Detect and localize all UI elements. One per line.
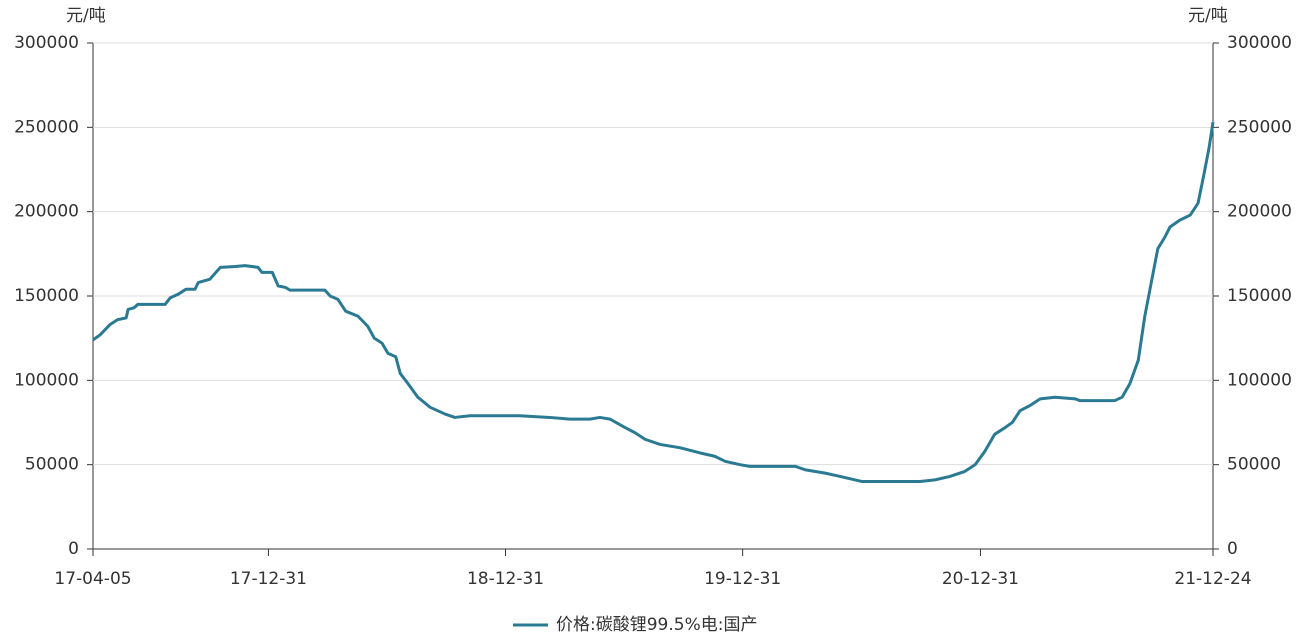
- y2-axis-label: 元/吨: [1188, 6, 1228, 26]
- y2-tick-label: 100000: [1227, 370, 1292, 390]
- y-tick-label: 250000: [14, 117, 79, 137]
- legend-label: 价格:碳酸锂99.5%电:国产: [556, 615, 757, 635]
- y-tick-label: 0: [68, 539, 79, 559]
- line-series: [92, 122, 1215, 484]
- y-axis-label: 元/吨: [66, 6, 106, 26]
- y2-tick-label: 250000: [1227, 117, 1292, 137]
- x-tick-label: 19-12-31: [704, 569, 781, 589]
- x-tick-label: 17-04-05: [54, 569, 131, 589]
- x-tick-label: 20-12-31: [942, 569, 1019, 589]
- y2-tick-label: 300000: [1227, 33, 1292, 53]
- x-tick-label: 21-12-24: [1174, 569, 1251, 589]
- y2-tick-label: 200000: [1227, 202, 1292, 222]
- x-tick-label: 17-12-31: [230, 569, 307, 589]
- y2-tick-label: 0: [1227, 539, 1238, 559]
- y-tick-label: 200000: [14, 202, 79, 222]
- y-tick-label: 150000: [14, 286, 79, 306]
- y-tick-label: 100000: [14, 370, 79, 390]
- y2-tick-label: 150000: [1227, 286, 1292, 306]
- y-tick-label: 300000: [14, 33, 79, 53]
- y2-tick-label: 50000: [1227, 455, 1281, 475]
- x-tick-label: 18-12-31: [467, 569, 544, 589]
- y-tick-label: 50000: [25, 455, 79, 475]
